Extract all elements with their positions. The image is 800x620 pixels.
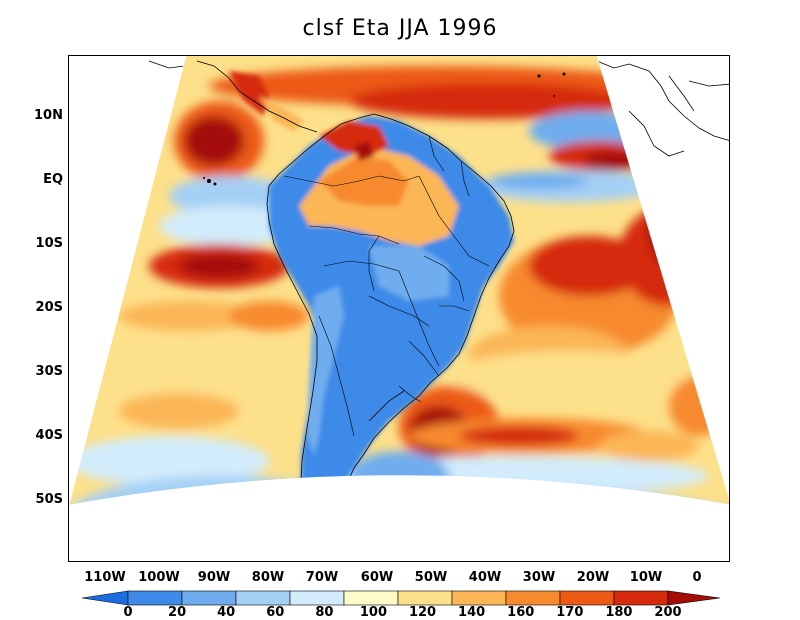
coastline — [196, 60, 515, 505]
lon-label-90w: 90W — [197, 570, 231, 585]
colorbar-label: 200 — [654, 605, 682, 620]
lon-label-30w: 30W — [522, 570, 556, 585]
colorbar-box — [613, 590, 669, 606]
country-borders — [283, 135, 490, 437]
colorbar-box — [127, 590, 183, 606]
colorbar-label: 120 — [408, 605, 437, 620]
colorbar-box — [559, 590, 615, 606]
colorbar-label: 40 — [217, 605, 236, 620]
colorbar-box — [235, 590, 291, 606]
lat-label-20s: 20S — [35, 300, 63, 315]
lat-label-10s: 10S — [35, 236, 63, 251]
map-title: clsf Eta JJA 1996 — [302, 16, 498, 41]
colorbar-box — [451, 590, 507, 606]
domain-boundary — [69, 56, 729, 506]
colorbar-label: 180 — [605, 605, 633, 620]
lon-label-60w: 60W — [360, 570, 394, 585]
colorbar-label: 60 — [266, 605, 285, 620]
colorbar-box — [289, 590, 345, 606]
lat-label-eq: EQ — [43, 172, 63, 187]
lon-label-50w: 50W — [414, 570, 448, 585]
lon-label-80w: 80W — [251, 570, 285, 585]
islands — [203, 72, 566, 186]
lat-label-40s: 40S — [35, 428, 63, 443]
colorbar-label: 170 — [556, 605, 584, 620]
colorbar — [81, 590, 721, 606]
colorbar-label: 0 — [123, 605, 133, 620]
colorbar-label: 160 — [507, 605, 535, 620]
lat-label-50s: 50S — [35, 492, 63, 507]
lon-label-20w: 20W — [576, 570, 610, 585]
map-canvas — [69, 56, 729, 506]
lat-label-10n: 10N — [34, 108, 63, 123]
classification-field — [69, 56, 729, 505]
lat-label-30s: 30S — [35, 364, 63, 379]
colorbar-box — [343, 590, 399, 606]
colorbar-box — [397, 590, 453, 606]
lon-label-100w: 100W — [138, 570, 180, 585]
lon-label-110w: 110W — [84, 570, 126, 585]
colorbar-arrow-right — [667, 590, 721, 606]
colorbar-label: 20 — [168, 605, 187, 620]
colorbar-box — [181, 590, 237, 606]
lon-label-10w: 10W — [629, 570, 663, 585]
lon-label-40w: 40W — [468, 570, 502, 585]
outside-domain-outlines — [148, 60, 729, 157]
colorbar-box — [505, 590, 561, 606]
map-panel — [68, 55, 730, 562]
lon-label-70w: 70W — [305, 570, 339, 585]
colorbar-label: 140 — [458, 605, 486, 620]
colorbar-label: 80 — [315, 605, 334, 620]
colorbar-arrow-left — [81, 590, 129, 606]
lon-label-0: 0 — [692, 570, 702, 585]
colorbar-label: 100 — [359, 605, 388, 620]
